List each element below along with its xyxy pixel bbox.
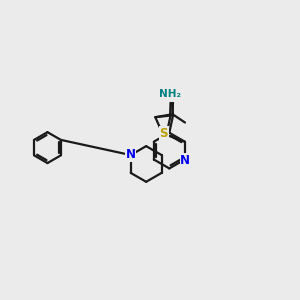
- Text: N: N: [180, 154, 190, 166]
- Text: O: O: [168, 88, 178, 101]
- Text: S: S: [160, 127, 168, 140]
- Text: NH₂: NH₂: [159, 89, 181, 99]
- Text: N: N: [126, 148, 136, 161]
